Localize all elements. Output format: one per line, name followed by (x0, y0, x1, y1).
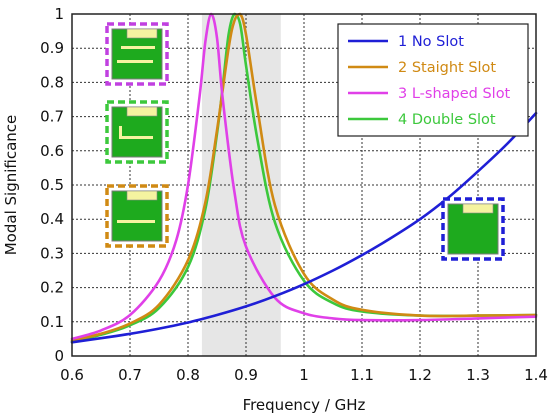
series-line-4 (70, 12, 538, 343)
y-tick-label: 0.1 (40, 313, 64, 331)
y-tick-label: 0.2 (40, 279, 64, 297)
slot (121, 46, 155, 49)
plot-frame (71, 13, 537, 357)
legend-label-2: 2 Staight Slot (398, 60, 496, 76)
inset-straight-slot-antenna (105, 184, 169, 248)
x-tick-label: 1.4 (524, 366, 548, 384)
slot (117, 60, 153, 63)
feed-strip (126, 190, 158, 201)
feed-strip (126, 106, 158, 117)
legend: 1 No Slot 2 Staight Slot 3 L-shaped Slot 4 … (337, 23, 529, 137)
x-tick-label: 1 (299, 366, 309, 384)
inset-layer (105, 22, 505, 261)
y-tick-label: 0.4 (40, 210, 64, 228)
y-tick-label: 1 (54, 5, 64, 23)
x-tick-label: 1.3 (466, 366, 490, 384)
x-tick-label: 0.8 (176, 366, 200, 384)
y-tick-label: 0.9 (40, 39, 64, 57)
x-tick-label: 0.6 (60, 366, 84, 384)
x-tick-label: 0.7 (118, 366, 142, 384)
legend-label-3: 3 L-shaped Slot (398, 86, 511, 102)
x-tick-label: 0.9 (234, 366, 258, 384)
y-tick-label: 0.8 (40, 73, 64, 91)
y-tick-label: 0.7 (40, 108, 64, 126)
y-axis-title: Modal Significance (2, 115, 20, 256)
feed-strip (126, 28, 158, 39)
legend-box (337, 23, 529, 137)
y-tick-label: 0.5 (40, 176, 64, 194)
x-tick-label: 1.2 (408, 366, 432, 384)
inset-double-slot-antenna (105, 22, 169, 86)
slot (117, 220, 155, 223)
slot (119, 126, 122, 138)
feed-strip (462, 203, 494, 214)
y-tick-label: 0 (54, 347, 64, 365)
series-line-1 (70, 111, 538, 344)
series-line-3 (70, 12, 538, 341)
legend-label-4: 4 Double Slot (398, 112, 496, 128)
inset-l-shaped-slot-antenna (105, 100, 169, 164)
x-tick-label: 1.1 (350, 366, 374, 384)
inset-no-slot-antenna (441, 197, 505, 261)
tick-label-layer: 0.6 0.7 0.8 0.9 1 1.1 1.2 1.3 1.4 0 0.1 0.2 0.3 0.4 0.… (40, 5, 548, 384)
x-axis-title: Frequency / GHz (243, 396, 366, 414)
slot (119, 136, 153, 139)
y-tick-label: 0.3 (40, 244, 64, 262)
legend-label-1: 1 No Slot (398, 34, 464, 50)
y-tick-label: 0.6 (40, 142, 64, 160)
